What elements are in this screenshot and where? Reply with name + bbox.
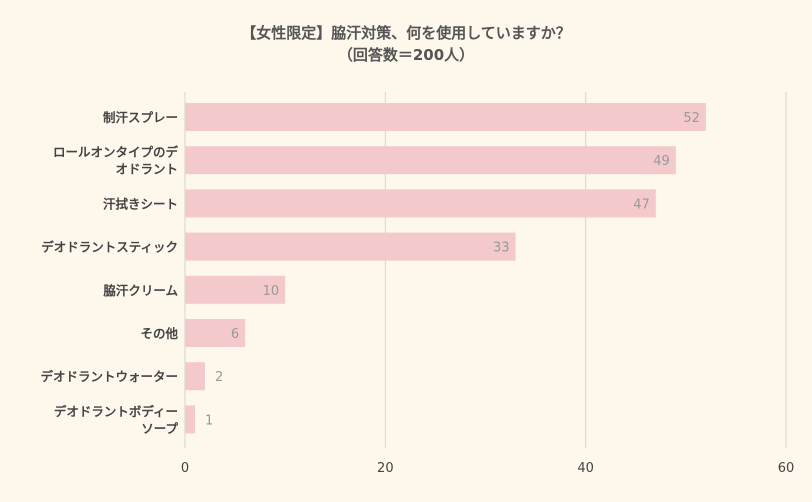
bar-5 bbox=[185, 319, 246, 347]
bar-2 bbox=[185, 189, 656, 218]
category-label-line: デオドラントボディー bbox=[54, 404, 178, 419]
category-label-line: デオドラントスティック bbox=[41, 240, 178, 255]
value-label-2: 47 bbox=[633, 197, 650, 212]
category-label-3: デオドラントスティック bbox=[41, 240, 178, 255]
value-label-3: 33 bbox=[493, 241, 510, 256]
x-tick-label-0: 0 bbox=[181, 461, 189, 476]
bar-6 bbox=[185, 362, 206, 391]
category-label-5: その他 bbox=[140, 326, 178, 341]
category-label-line: デオドラントウォーター bbox=[40, 369, 178, 384]
category-label-line: 汗拭きシート bbox=[103, 196, 178, 211]
chart-title-line-1: 【女性限定】脇汗対策、何を使用していますか？ bbox=[241, 24, 571, 42]
category-label-line: ソープ bbox=[141, 421, 178, 436]
category-label-line: 脇汗クリーム bbox=[103, 283, 178, 298]
category-label-6: デオドラントウォーター bbox=[40, 369, 178, 384]
x-tick-label-40: 40 bbox=[577, 461, 594, 476]
bar-4 bbox=[185, 275, 286, 304]
category-label-4: 脇汗クリーム bbox=[103, 283, 178, 298]
bar-1 bbox=[185, 146, 676, 175]
category-label-1: ロールオンタイプのデオドラント bbox=[53, 145, 179, 177]
value-label-4: 10 bbox=[263, 284, 280, 299]
value-label-7: 1 bbox=[205, 413, 213, 428]
value-label-6: 2 bbox=[215, 370, 223, 385]
x-tick-label-60: 60 bbox=[778, 461, 795, 476]
category-label-line: オドラント bbox=[115, 162, 178, 177]
bar-3 bbox=[185, 232, 516, 261]
chart-title: 【女性限定】脇汗対策、何を使用していますか？ （回答数＝200人） bbox=[0, 22, 812, 66]
category-label-line: ロールオンタイプのデ bbox=[53, 145, 179, 160]
category-label-0: 制汗スプレー bbox=[103, 110, 178, 125]
bar-7 bbox=[185, 405, 196, 434]
value-label-1: 49 bbox=[653, 154, 670, 169]
value-label-0: 52 bbox=[683, 111, 700, 126]
category-label-line: 制汗スプレー bbox=[103, 110, 178, 125]
x-tick-label-20: 20 bbox=[377, 461, 394, 476]
category-label-line: その他 bbox=[140, 326, 178, 341]
category-label-2: 汗拭きシート bbox=[103, 196, 178, 211]
chart-title-line-2: （回答数＝200人） bbox=[337, 46, 475, 64]
value-label-5: 6 bbox=[231, 327, 239, 342]
bar-0 bbox=[185, 103, 706, 131]
category-label-7: デオドラントボディーソープ bbox=[54, 404, 179, 436]
